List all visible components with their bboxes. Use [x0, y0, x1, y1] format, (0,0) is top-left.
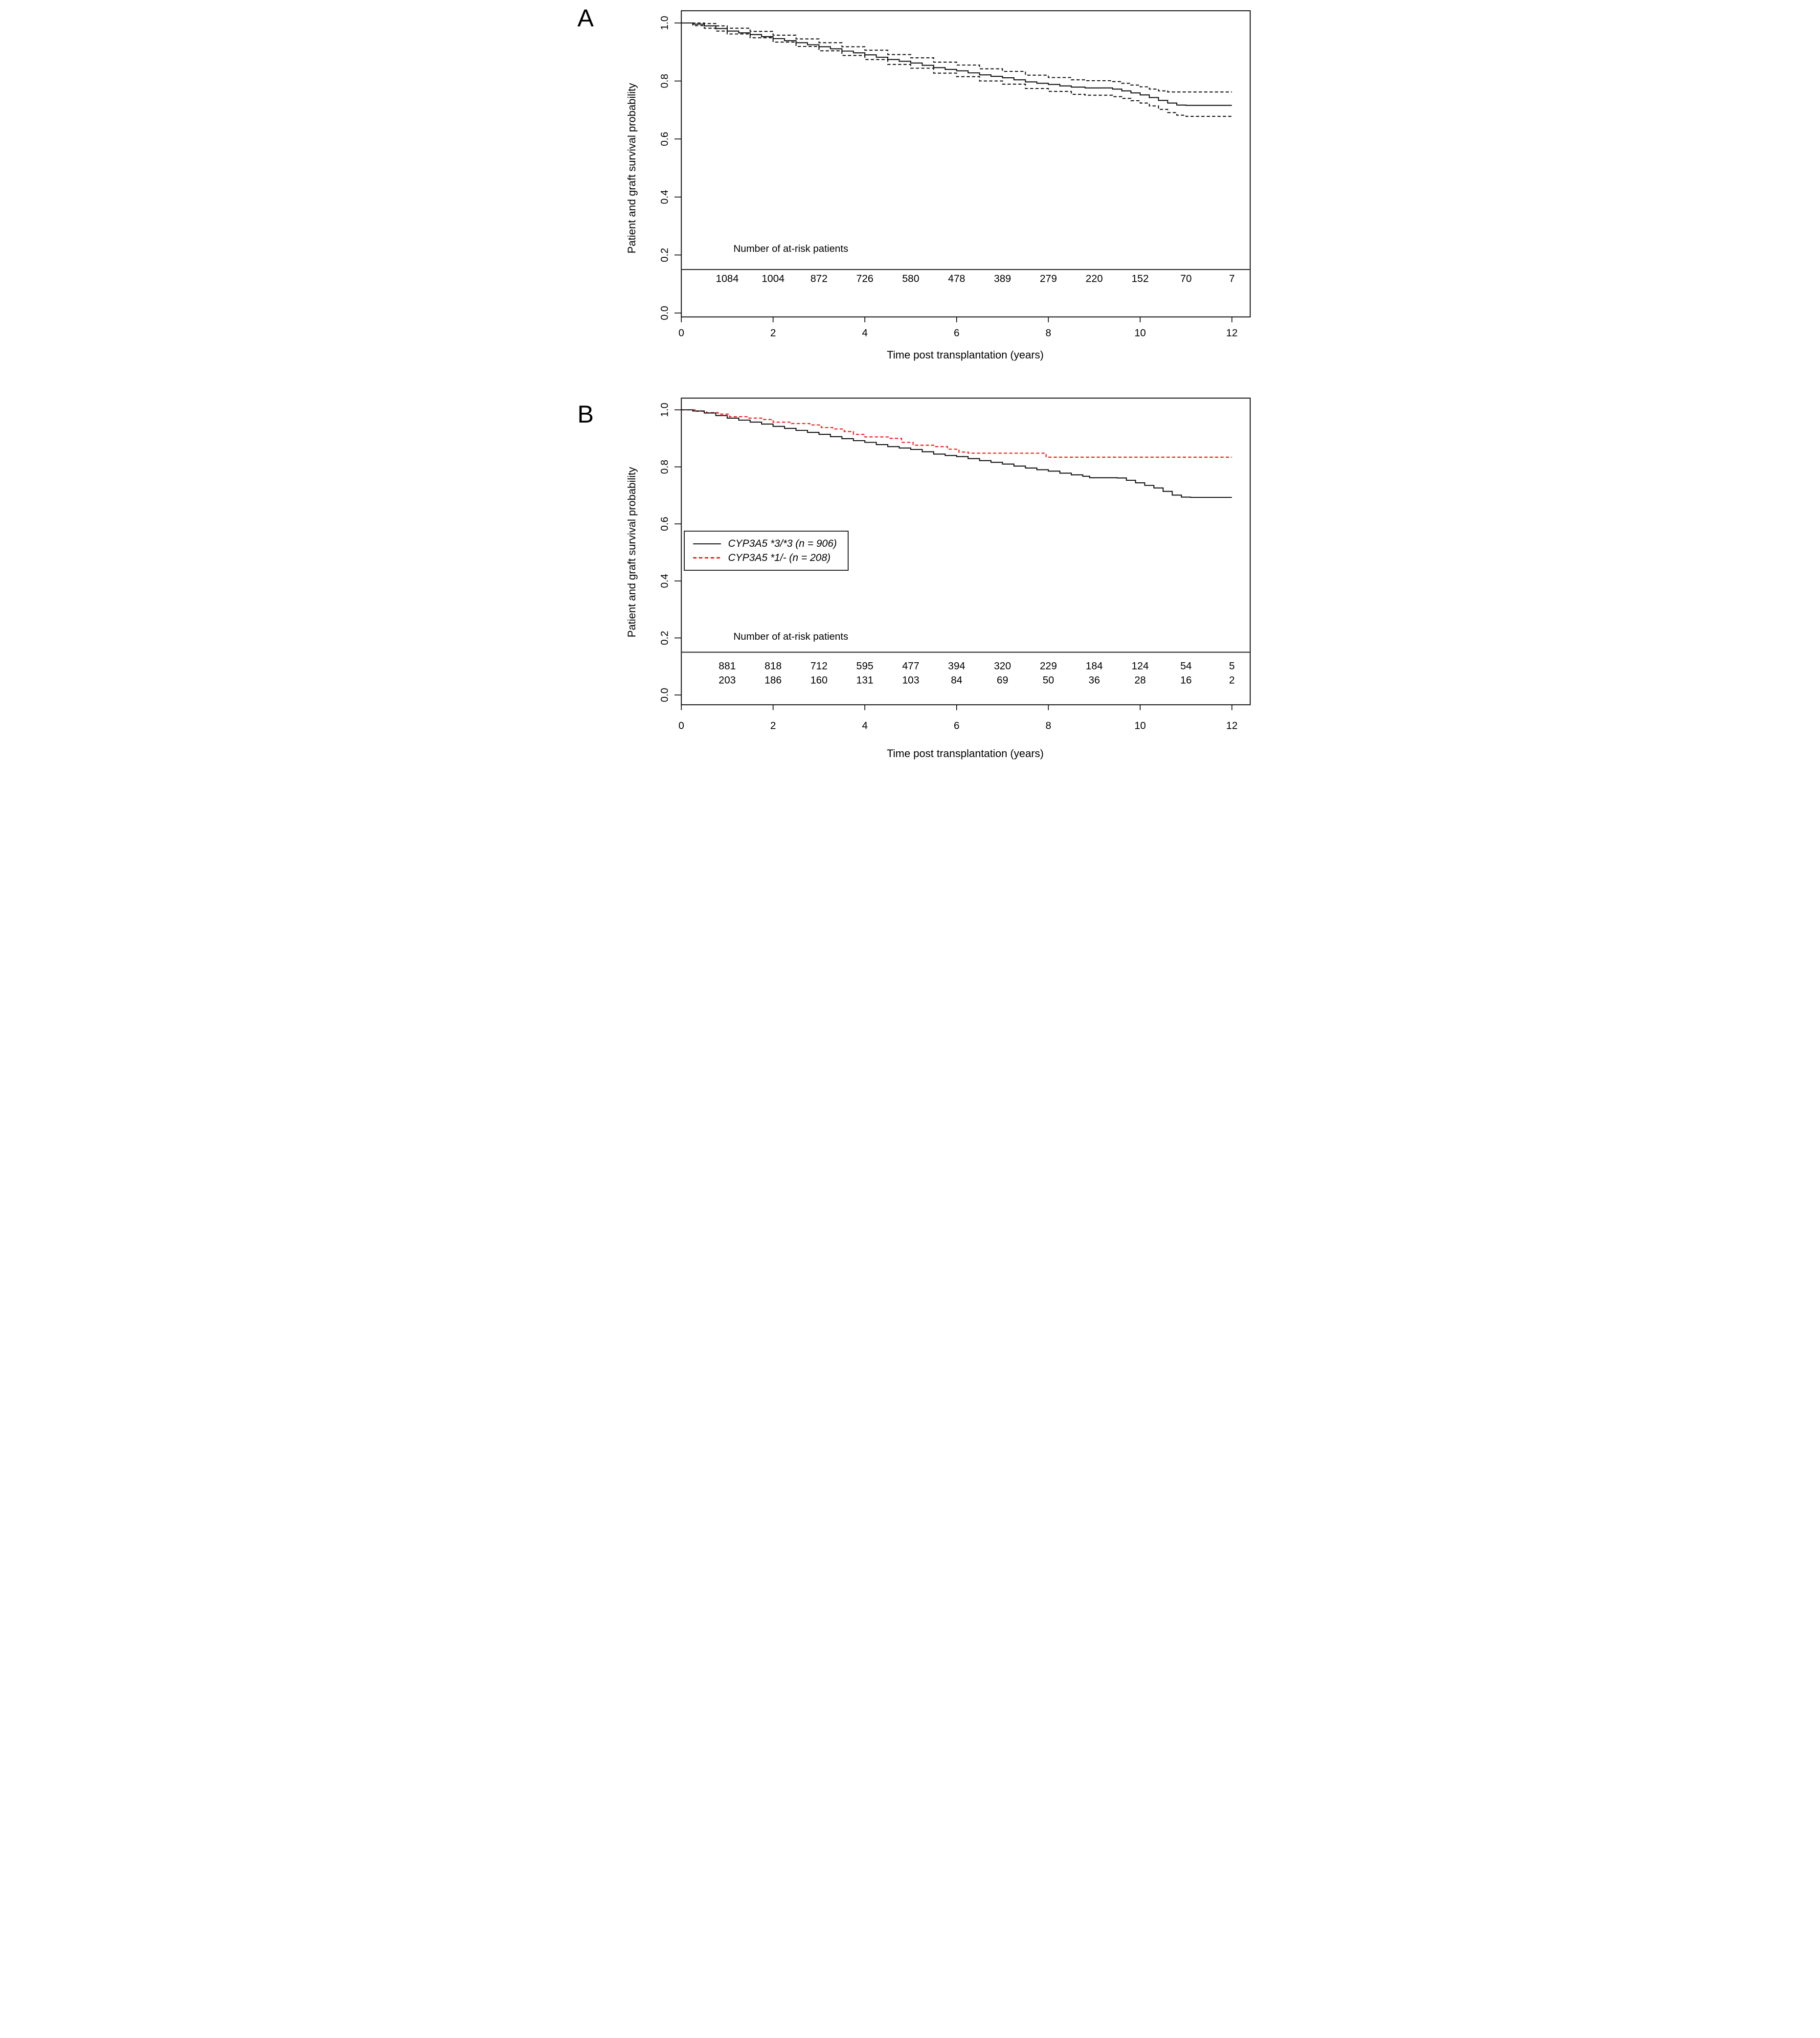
panel-b-at-risk-value-cyp3a5-1: 84	[951, 675, 963, 686]
panel-a-y-tick-label: 0.4	[659, 190, 670, 204]
panel-b-at-risk-value-cyp3a5-3-3: 712	[810, 661, 827, 672]
panel-b-at-risk-value-cyp3a5-1: 36	[1088, 675, 1100, 686]
panel-a-x-tick-label: 2	[770, 328, 776, 339]
panel-b-at-risk-value-cyp3a5-3-3: 229	[1039, 661, 1056, 672]
panel-b-at-risk-value-cyp3a5-3-3: 5	[1229, 661, 1235, 672]
legend-line-sample-dashed	[693, 557, 721, 559]
panel-b-plot-frame	[680, 397, 1251, 706]
panel-b-at-risk-value-cyp3a5-3-3: 394	[948, 661, 965, 672]
panel-b-x-tick-label: 0	[678, 720, 684, 732]
panel-b-y-tick-label: 1.0	[659, 403, 670, 417]
panel-b-x-tick-label: 10	[1134, 720, 1146, 732]
panel-a-at-risk-value-all-patients: 1004	[762, 273, 785, 285]
panel-a-curve-lower-95ci	[681, 22, 1232, 117]
panel-b-at-risk-value-cyp3a5-3-3: 124	[1131, 661, 1148, 672]
panel-a-y-tick-label: 0.6	[659, 132, 670, 146]
panel-a-x-tick-label: 10	[1134, 328, 1146, 339]
panel-b-x-axis-title: Time post transplantation (years)	[887, 747, 1044, 760]
panel-b-x-tick-label: 4	[862, 720, 868, 732]
panel-b-at-risk-value-cyp3a5-3-3: 881	[719, 661, 736, 672]
panel-a-x-tick-label: 12	[1226, 328, 1237, 339]
panel-a-y-tick-label: 0.2	[659, 248, 670, 262]
panel-b-at-risk-value-cyp3a5-1: 69	[996, 675, 1008, 686]
panel-a-at-risk-value-all-patients: 726	[856, 273, 873, 285]
panel-a-plot-frame	[680, 10, 1251, 318]
panel-b-at-risk-value-cyp3a5-1: 131	[856, 675, 873, 686]
panel-b-at-risk-value-cyp3a5-1: 203	[719, 675, 736, 686]
panel-b-at-risk-value-cyp3a5-1: 16	[1180, 675, 1191, 686]
figure-kaplan-meier: 1.0 0.8 0.6 0.4 0.2 0.0 0 2 4 6 8 10 12 1084 1004 872 72…	[567, 0, 1253, 766]
panel-b-at-risk-value-cyp3a5-1: 160	[810, 675, 827, 686]
panel-a-curve-upper-95ci	[681, 22, 1232, 93]
panel-b-y-tick-label: 0.0	[659, 688, 670, 702]
legend-entry-label: CYP3A5 *3/*3 (n = 906)	[728, 537, 837, 549]
legend-entry-cyp3a5-1: CYP3A5 *1/- (n = 208)	[693, 551, 843, 565]
panel-a-y-tick-label: 1.0	[659, 16, 670, 30]
panel-b-at-risk-value-cyp3a5-3-3: 818	[764, 661, 782, 672]
legend-entry-cyp3a5-33: CYP3A5 *3/*3 (n = 906)	[693, 537, 843, 551]
panel-b-at-risk-value-cyp3a5-3-3: 54	[1180, 661, 1192, 672]
panel-b-at-risk-value-cyp3a5-3-3: 184	[1085, 661, 1102, 672]
panel-b-y-tick-label: 0.6	[659, 517, 670, 531]
panel-b-at-risk-value-cyp3a5-1: 186	[764, 675, 782, 686]
panel-a-at-risk-title: Number of at-risk patients	[733, 243, 849, 254]
panel-b-y-tick-label: 0.2	[659, 631, 670, 645]
panel-a-at-risk-value-all-patients: 220	[1085, 273, 1102, 285]
panel-a-x-tick-label: 0	[678, 328, 684, 339]
panel-a-at-risk-value-all-patients: 478	[948, 273, 965, 285]
panel-a-x-tick-label: 8	[1045, 328, 1051, 339]
panel-b-x-tick-label: 6	[953, 720, 959, 732]
panel-b-x-tick-label: 12	[1226, 720, 1237, 732]
panel-a-at-risk-value-all-patients: 872	[810, 273, 827, 285]
panel-a-x-tick-label: 6	[953, 328, 959, 339]
panel-a-curve-overall-survival	[681, 22, 1232, 106]
panel-b-x-tick-label: 8	[1045, 720, 1051, 732]
panel-a-x-axis-title: Time post transplantation (years)	[887, 349, 1044, 361]
panel-b-at-risk-value-cyp3a5-1: 28	[1134, 675, 1146, 686]
panel-a-label: A	[577, 4, 594, 32]
panel-a-y-tick-label: 0.0	[659, 306, 670, 320]
panel-b-curve-cyp3a5-1	[681, 409, 1232, 458]
panel-b-at-risk-value-cyp3a5-1: 50	[1042, 675, 1054, 686]
panel-a-y-axis-title: Patient and graft survival probability	[625, 83, 638, 254]
panel-a-y-tick-label: 0.8	[659, 74, 670, 88]
legend-line-sample-solid	[693, 543, 721, 544]
panel-a-at-risk-value-all-patients: 580	[902, 273, 919, 285]
panel-b-at-risk-value-cyp3a5-1: 2	[1229, 675, 1235, 686]
panel-b-at-risk-value-cyp3a5-3-3: 320	[994, 661, 1011, 672]
panel-b-x-tick-label: 2	[770, 720, 776, 732]
panel-b-curve-cyp3a5-3-3	[681, 409, 1232, 498]
panel-b-label: B	[577, 401, 594, 428]
panel-b-y-axis-title: Patient and graft survival probability	[625, 467, 638, 638]
panel-b-at-risk-value-cyp3a5-1: 103	[902, 675, 919, 686]
panel-a-x-tick-label: 4	[862, 328, 868, 339]
legend-entry-label: CYP3A5 *1/- (n = 208)	[728, 552, 831, 563]
legend-box: CYP3A5 *3/*3 (n = 906) CYP3A5 *1/- (n = …	[683, 531, 849, 571]
panel-b-at-risk-value-cyp3a5-3-3: 477	[902, 661, 919, 672]
panel-a-at-risk-value-all-patients: 152	[1131, 273, 1148, 285]
panel-a-at-risk-value-all-patients: 70	[1180, 273, 1191, 285]
panel-a-at-risk-value-all-patients: 7	[1229, 273, 1235, 285]
panel-b-at-risk-title: Number of at-risk patients	[733, 631, 849, 642]
panel-a-at-risk-value-all-patients: 279	[1039, 273, 1056, 285]
panel-b-y-tick-label: 0.8	[659, 460, 670, 474]
panel-b-at-risk-value-cyp3a5-3-3: 595	[856, 661, 873, 672]
panel-a-at-risk-value-all-patients: 1084	[716, 273, 739, 285]
panel-a-at-risk-value-all-patients: 389	[994, 273, 1011, 285]
panel-b-y-tick-label: 0.4	[659, 574, 670, 588]
